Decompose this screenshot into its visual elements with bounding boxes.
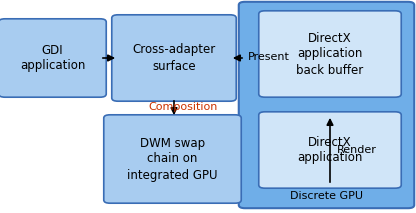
Text: DWM swap
chain on
integrated GPU: DWM swap chain on integrated GPU [127, 137, 218, 181]
FancyBboxPatch shape [239, 2, 414, 208]
Text: DirectX
application
back buffer: DirectX application back buffer [296, 32, 364, 76]
FancyBboxPatch shape [259, 112, 401, 188]
Text: Composition: Composition [148, 102, 218, 112]
Text: DirectX
application: DirectX application [297, 135, 363, 164]
Text: Discrete GPU: Discrete GPU [290, 191, 364, 201]
Text: GDI
application: GDI application [20, 43, 85, 72]
FancyBboxPatch shape [0, 19, 106, 97]
FancyBboxPatch shape [259, 11, 401, 97]
Text: Render: Render [337, 145, 377, 155]
Text: Present: Present [248, 52, 290, 62]
FancyBboxPatch shape [112, 15, 236, 101]
FancyBboxPatch shape [104, 115, 241, 203]
Text: Cross-adapter
surface: Cross-adapter surface [132, 43, 215, 72]
